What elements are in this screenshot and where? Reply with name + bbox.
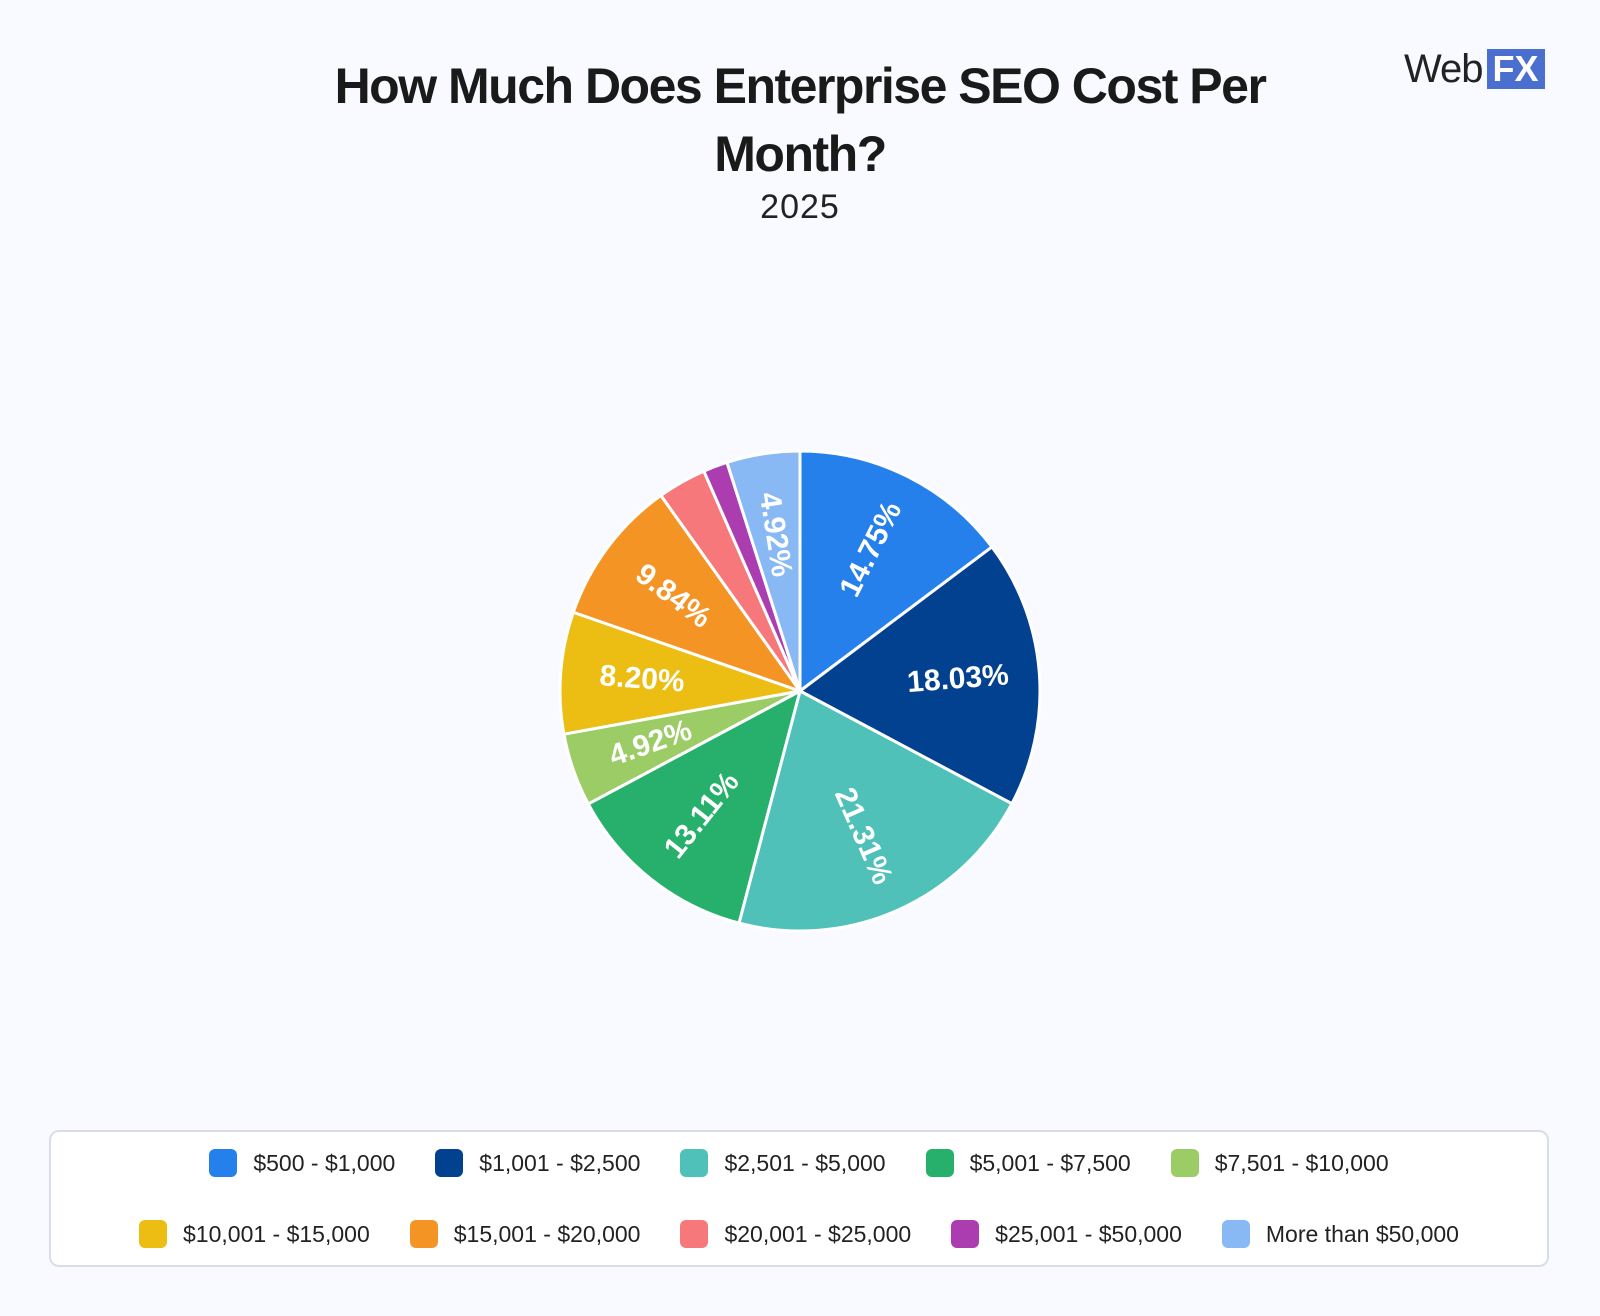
legend-label: $10,001 - $15,000 (183, 1220, 370, 1247)
legend-item-2-501-5-000[interactable]: $2,501 - $5,000 (680, 1149, 886, 1177)
legend-label: $20,001 - $25,000 (724, 1220, 912, 1247)
pie-slice-2-501-5-000[interactable] (737, 689, 1014, 933)
legend-label: $1,001 - $2,500 (479, 1149, 641, 1176)
legend-item-500-1-000[interactable]: $500 - $1,000 (209, 1149, 395, 1177)
legend-label: $2,501 - $5,000 (724, 1149, 886, 1176)
legend-item-15-001-20-000[interactable]: $15,001 - $20,000 (409, 1220, 641, 1248)
chart-title: How Much Does Enterprise SEO Cost Per Mo… (334, 58, 1267, 182)
data-label-1-001-2-500: 18.03% (906, 658, 1010, 699)
legend-item-1-001-2-500[interactable]: $1,001 - $2,500 (435, 1149, 640, 1177)
legend-swatch (680, 1220, 709, 1248)
chart-legend: $500 - $1,000 $1,001 - $2,500 $2,501 - $5,… (49, 1130, 1549, 1267)
chart-subtitle: 2025 (760, 188, 840, 226)
legend-swatch (680, 1149, 709, 1177)
data-label-10-001-15-000: 8.20% (598, 659, 685, 698)
logo-text: Web (1404, 46, 1484, 91)
legend-swatch (409, 1220, 438, 1248)
pie-slice-5-001-7-500[interactable] (586, 689, 802, 925)
legend-label: More than $50,000 (1265, 1220, 1459, 1247)
legend-row: $500 - $1,000 $1,001 - $2,500 $2,501 - $5,… (51, 1149, 1547, 1177)
legend-swatch (209, 1149, 238, 1177)
pie-slice-1-001-2-500[interactable] (798, 545, 1042, 806)
pie-slice-500-1-000[interactable] (798, 449, 994, 693)
pie-slice-15-001-20-000[interactable] (571, 493, 802, 693)
legend-item-25-001-50-000[interactable]: $25,001 - $50,000 (951, 1220, 1182, 1248)
pie-chart: 14.75%18.03%21.31%13.11%4.92%8.20%9.84%4… (558, 449, 1042, 933)
legend-item-5-001-7-500[interactable]: $5,001 - $7,500 (925, 1149, 1131, 1177)
legend-item-20-001-25-000[interactable]: $20,001 - $25,000 (680, 1220, 911, 1248)
legend-swatch (1170, 1149, 1199, 1177)
pie-slice-10-001-15-000[interactable] (558, 610, 802, 736)
pie-slice-more-than-50-000[interactable] (725, 449, 802, 693)
legend-swatch (951, 1220, 980, 1248)
legend-swatch (435, 1149, 464, 1177)
legend-swatch (139, 1220, 168, 1248)
webfx-logo: Web FX (1404, 46, 1545, 92)
legend-item-more-than-50-000[interactable]: More than $50,000 (1221, 1220, 1459, 1248)
legend-label: $500 - $1,000 (253, 1149, 396, 1176)
legend-row: $10,001 - $15,000 $15,001 - $20,000 $20,00… (51, 1220, 1547, 1248)
legend-label: $7,501 - $10,000 (1214, 1149, 1389, 1176)
legend-label: $25,001 - $50,000 (995, 1220, 1182, 1247)
legend-label: $5,001 - $7,500 (969, 1149, 1131, 1176)
legend-label: $15,001 - $20,000 (453, 1220, 641, 1247)
legend-item-7-501-10-000[interactable]: $7,501 - $10,000 (1170, 1149, 1389, 1177)
logo-badge: FX (1486, 49, 1545, 89)
legend-item-10-001-15-000[interactable]: $10,001 - $15,000 (139, 1220, 370, 1248)
legend-swatch (925, 1149, 954, 1177)
legend-swatch (1221, 1220, 1250, 1248)
